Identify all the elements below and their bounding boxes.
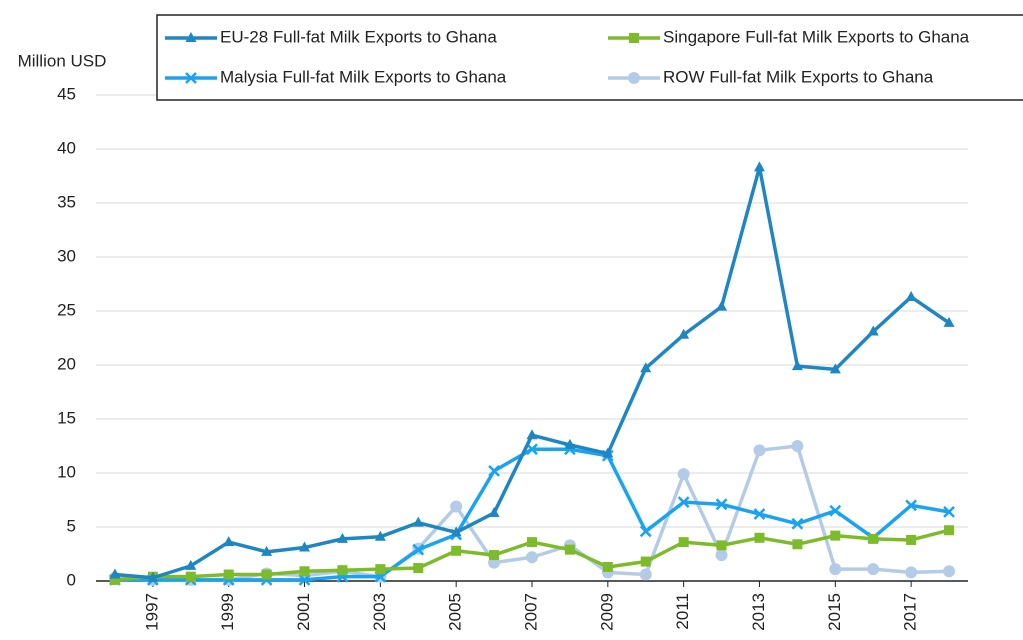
marker xyxy=(628,72,640,84)
marker xyxy=(223,536,235,547)
marker xyxy=(185,32,197,42)
marker xyxy=(677,468,690,481)
marker xyxy=(413,563,424,574)
y-tick-label: 40 xyxy=(57,138,76,157)
marker xyxy=(489,550,500,561)
marker xyxy=(451,545,462,556)
x-tick-label: 2015 xyxy=(825,593,844,631)
marker xyxy=(261,545,273,556)
marker xyxy=(640,556,651,567)
x-tick-label: 2001 xyxy=(294,593,313,631)
marker xyxy=(147,571,159,582)
y-tick-label: 20 xyxy=(57,354,76,373)
x-tick-label: 2017 xyxy=(901,593,920,631)
marker xyxy=(792,539,803,550)
marker xyxy=(185,72,197,84)
y-tick-label: 15 xyxy=(57,408,76,427)
marker xyxy=(336,532,348,543)
marker xyxy=(791,360,803,371)
marker xyxy=(716,540,727,551)
marker xyxy=(943,316,955,327)
marker xyxy=(753,508,766,520)
marker xyxy=(791,517,804,530)
marker xyxy=(488,506,500,517)
marker xyxy=(298,574,311,586)
marker xyxy=(488,464,500,477)
marker xyxy=(753,444,766,457)
marker xyxy=(223,569,234,580)
marker xyxy=(412,543,425,556)
marker xyxy=(791,440,804,452)
marker xyxy=(905,499,918,512)
marker xyxy=(678,537,689,548)
marker xyxy=(450,526,462,537)
marker xyxy=(526,429,538,440)
marker xyxy=(640,362,652,373)
marker xyxy=(829,363,841,374)
marker xyxy=(412,516,424,527)
marker xyxy=(527,537,537,548)
marker xyxy=(867,563,880,576)
marker xyxy=(677,496,690,509)
x-tick-label: 2007 xyxy=(521,593,540,631)
x-tick-label: 1999 xyxy=(218,593,237,631)
marker xyxy=(754,532,765,543)
marker xyxy=(944,525,955,536)
marker xyxy=(602,561,613,572)
x-tick-label: 2013 xyxy=(749,593,768,631)
marker xyxy=(715,498,728,511)
legend-label: ROW Full-fat Milk Exports to Ghana xyxy=(663,67,934,86)
marker xyxy=(905,566,918,579)
marker xyxy=(867,325,879,336)
marker xyxy=(299,541,311,552)
x-tick-label: 2003 xyxy=(370,593,389,631)
marker xyxy=(715,549,728,562)
marker xyxy=(943,565,956,578)
x-tick-label: 1997 xyxy=(142,593,161,631)
marker xyxy=(602,447,614,458)
y-tick-label: 35 xyxy=(57,192,76,211)
legend-label: Singapore Full-fat Milk Exports to Ghana xyxy=(663,27,970,46)
marker xyxy=(639,525,652,538)
marker xyxy=(629,33,639,43)
y-axis-label: Million USD xyxy=(18,51,107,70)
y-tick-label: 30 xyxy=(57,246,76,265)
marker xyxy=(337,565,348,576)
y-tick-label: 0 xyxy=(67,570,76,589)
marker xyxy=(716,300,728,311)
marker xyxy=(678,328,690,339)
x-tick-label: 2011 xyxy=(673,593,692,630)
marker xyxy=(639,568,652,581)
x-tick-label: 2009 xyxy=(597,593,616,631)
marker xyxy=(526,551,538,564)
marker xyxy=(753,161,765,172)
marker xyxy=(906,534,917,545)
legend-label: EU-28 Full-fat Milk Exports to Ghana xyxy=(220,27,497,46)
marker xyxy=(374,530,386,541)
marker xyxy=(564,544,575,555)
marker xyxy=(830,530,841,541)
y-tick-label: 45 xyxy=(57,84,76,103)
marker xyxy=(109,568,121,579)
marker xyxy=(450,500,463,513)
y-tick-label: 5 xyxy=(67,516,76,535)
marker xyxy=(564,438,576,449)
y-tick-label: 25 xyxy=(57,300,76,319)
marker xyxy=(109,574,120,585)
marker xyxy=(185,571,196,582)
marker xyxy=(905,290,917,301)
marker xyxy=(299,566,310,577)
marker xyxy=(829,504,842,517)
marker xyxy=(868,533,879,544)
marker xyxy=(375,564,386,575)
legend-label: Malysia Full-fat Milk Exports to Ghana xyxy=(220,67,507,86)
y-tick-label: 10 xyxy=(57,462,76,481)
marker xyxy=(261,569,272,580)
marker xyxy=(829,563,842,576)
marker xyxy=(943,505,955,518)
marker xyxy=(185,559,197,570)
x-tick-label: 2005 xyxy=(446,593,465,631)
legend-box xyxy=(156,14,1023,101)
